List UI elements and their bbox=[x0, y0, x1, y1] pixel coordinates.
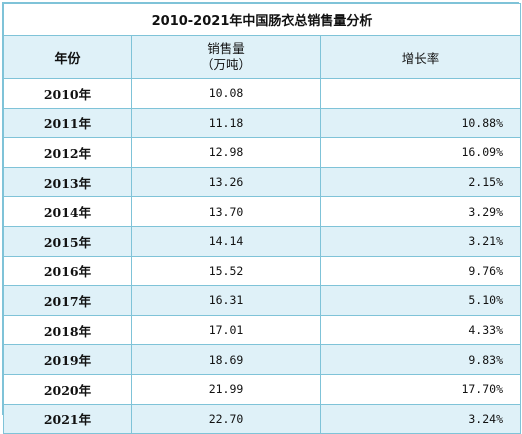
sales-table: 2010-2021年中国肠衣总销售量分析 年份 销售量 （万吨） 增长率 201… bbox=[3, 3, 521, 434]
cell-year: 2020年 bbox=[3, 373, 132, 405]
cell-year: 2010年 bbox=[3, 78, 132, 109]
table-row: 2011年 11.18 10.88% bbox=[3, 107, 521, 139]
cell-growth: 3.29% bbox=[320, 196, 521, 227]
cell-year: 2015年 bbox=[3, 225, 132, 257]
header-year: 年份 bbox=[3, 35, 132, 79]
cell-year: 2012年 bbox=[3, 137, 132, 168]
table-row: 2020年 21.99 17.70% bbox=[3, 373, 521, 405]
cell-growth: 9.83% bbox=[320, 344, 521, 375]
cell-sales: 16.31 bbox=[131, 285, 321, 316]
cell-growth: 3.21% bbox=[320, 225, 521, 257]
table-row: 2017年 16.31 5.10% bbox=[3, 285, 521, 316]
table-row: 2016年 15.52 9.76% bbox=[3, 255, 521, 287]
table-row: 2019年 18.69 9.83% bbox=[3, 344, 521, 375]
cell-sales: 13.26 bbox=[131, 166, 321, 198]
cell-growth: 16.09% bbox=[320, 137, 521, 168]
header-sales-unit: （万吨） bbox=[200, 57, 251, 72]
table-row: 2018年 17.01 4.33% bbox=[3, 314, 521, 346]
cell-sales: 13.70 bbox=[131, 196, 321, 227]
table-row: 2014年 13.70 3.29% bbox=[3, 196, 521, 227]
cell-sales: 15.52 bbox=[131, 255, 321, 287]
cell-sales: 11.18 bbox=[131, 107, 321, 139]
header-sales: 销售量 （万吨） bbox=[131, 35, 321, 79]
cell-year: 2014年 bbox=[3, 196, 132, 227]
cell-growth: 9.76% bbox=[320, 255, 521, 287]
cell-year: 2011年 bbox=[3, 107, 132, 139]
cell-year: 2018年 bbox=[3, 314, 132, 346]
cell-sales: 18.69 bbox=[131, 344, 321, 375]
cell-year: 2016年 bbox=[3, 255, 132, 287]
cell-sales: 21.99 bbox=[131, 373, 321, 405]
cell-sales: 17.01 bbox=[131, 314, 321, 346]
cell-growth: 5.10% bbox=[320, 285, 521, 316]
table-row: 2012年 12.98 16.09% bbox=[3, 137, 521, 168]
table-row: 2015年 14.14 3.21% bbox=[3, 225, 521, 257]
table-body: 2010年 10.08 2011年 11.18 10.88% 2012年 12.98 16.0… bbox=[3, 78, 521, 434]
header-growth: 增长率 bbox=[320, 35, 521, 79]
table-title: 2010-2021年中国肠衣总销售量分析 bbox=[3, 3, 521, 36]
table-title-row: 2010-2021年中国肠衣总销售量分析 bbox=[3, 3, 521, 36]
cell-growth: 10.88% bbox=[320, 107, 521, 139]
table-row: 2013年 13.26 2.15% bbox=[3, 166, 521, 198]
cell-sales: 12.98 bbox=[131, 137, 321, 168]
table-row: 2010年 10.08 bbox=[3, 78, 521, 109]
table-header-row: 年份 销售量 （万吨） 增长率 bbox=[3, 35, 521, 79]
cell-year: 2013年 bbox=[3, 166, 132, 198]
cell-growth: 17.70% bbox=[320, 373, 521, 405]
cell-growth bbox=[320, 78, 521, 109]
cell-year: 2019年 bbox=[3, 344, 132, 375]
cell-growth: 2.15% bbox=[320, 166, 521, 198]
cell-sales: 14.14 bbox=[131, 225, 321, 257]
cell-sales: 10.08 bbox=[131, 78, 321, 109]
cell-growth: 4.33% bbox=[320, 314, 521, 346]
header-sales-label: 销售量 bbox=[207, 41, 245, 56]
cell-year: 2017年 bbox=[3, 285, 132, 316]
